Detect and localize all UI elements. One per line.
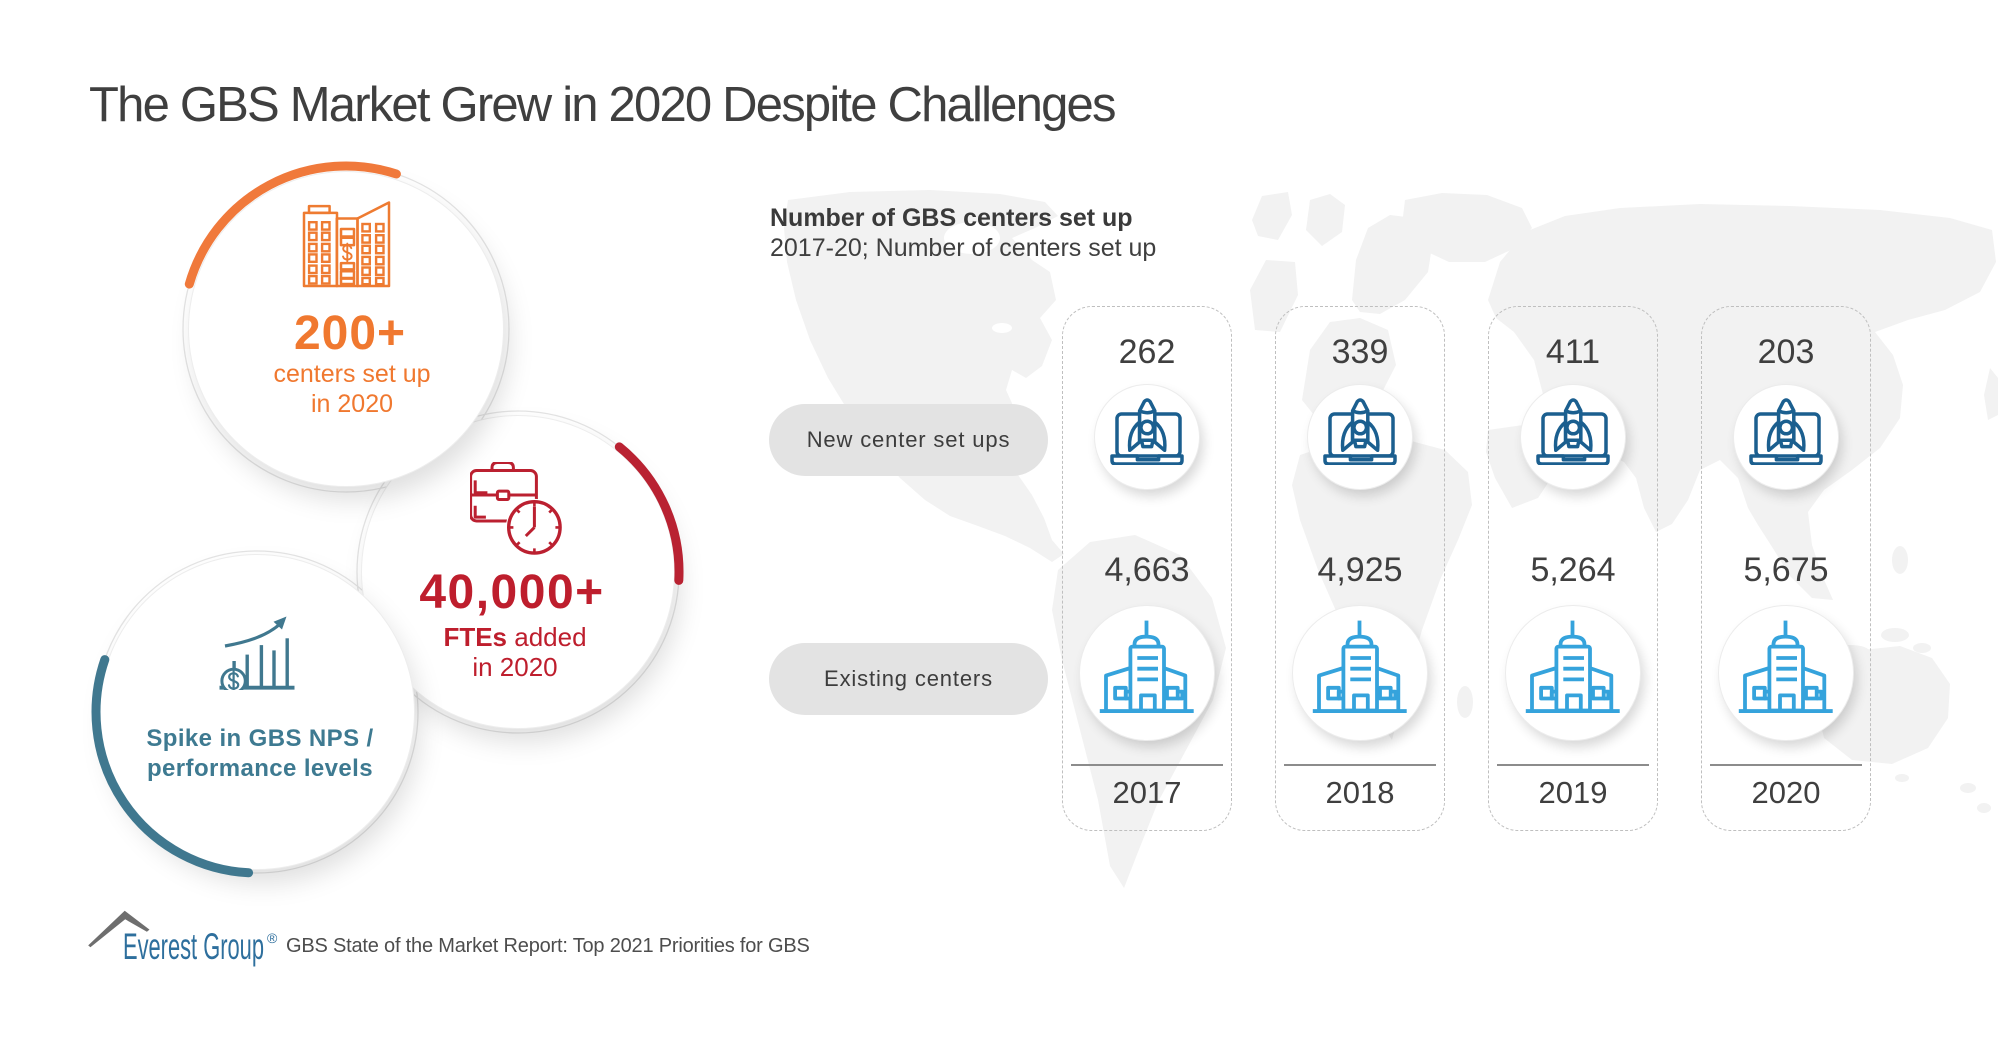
svg-text:GBS State of the Market Report: GBS State of the Market Report: Top 2021… xyxy=(286,935,810,957)
svg-text:Everest Group: Everest Group xyxy=(123,926,264,967)
svg-text:®: ® xyxy=(267,930,278,946)
